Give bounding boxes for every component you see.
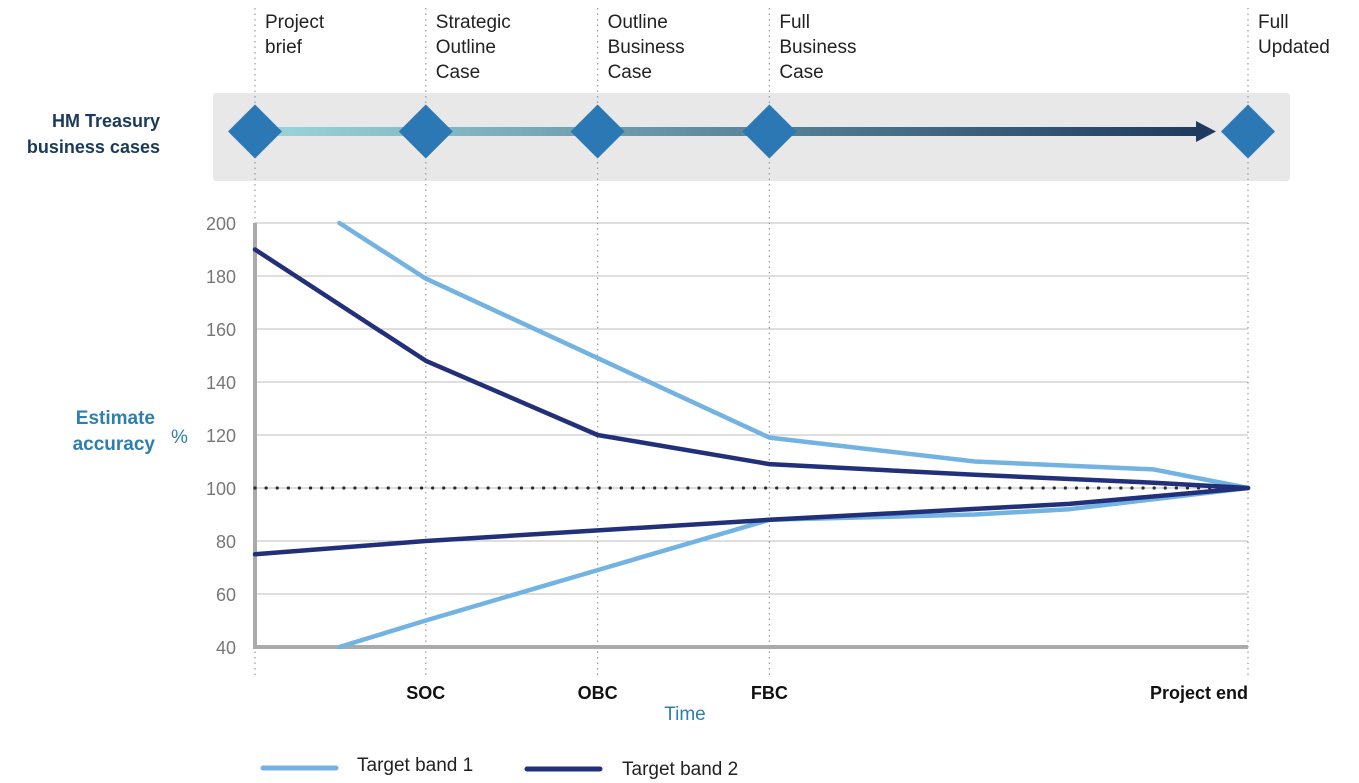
band-title-line2: business cases (27, 137, 160, 157)
legend: Target band 1 Target band 2 (260, 755, 738, 780)
legend-label-band-1: Target band 1 (357, 755, 473, 776)
stage-diamond-3 (742, 104, 797, 159)
stage-header-0-line-0: Project (265, 12, 325, 33)
y-tick-label-80: 80 (216, 532, 236, 552)
stage-header-1-line-0: Strategic (436, 12, 511, 33)
stage-diamond-2 (570, 104, 625, 159)
stage-header-2-line-1: Business (608, 37, 685, 58)
stage-header-1: Strategic Outline Case (436, 12, 511, 83)
series-band-1-lower-line (337, 485, 1251, 650)
y-tick-label-200: 200 (206, 214, 236, 234)
stage-header-2-line-0: Outline (608, 12, 668, 33)
stage-header-3-line-1: Business (779, 37, 856, 58)
series-band-2-upper-line (252, 247, 1251, 491)
band-title-line1: HM Treasury (52, 111, 160, 131)
stage-header-3-line-2: Case (779, 62, 823, 83)
x-tick-label-obc: OBC (578, 683, 618, 703)
stage-header-4-line-0: Full (1258, 12, 1289, 33)
y-tick-label-60: 60 (216, 585, 236, 605)
stage-diamond-0 (228, 104, 282, 159)
y-tick-label-100: 100 (206, 479, 236, 499)
stage-diamond-4 (1221, 104, 1275, 159)
y-axis-unit: % (171, 427, 188, 448)
timeline-arrowhead (1196, 121, 1216, 142)
stage-header-4-line-1: Updated (1258, 37, 1330, 58)
stage-header-0: Project brief (265, 12, 325, 58)
legend-label-band-2: Target band 2 (622, 759, 738, 780)
x-axis-label: Time (664, 704, 706, 725)
stage-header-1-line-1: Outline (436, 37, 496, 58)
y-tick-label-140: 140 (206, 373, 236, 393)
y-axis-label-line2: accuracy (73, 434, 156, 455)
stage-header-2-line-2: Case (608, 62, 652, 83)
stage-header-3: Full Business Case (779, 12, 856, 83)
stage-diamond-1 (398, 104, 453, 159)
series-band-2-lower-line (252, 485, 1251, 557)
stage-header-0-line-1: brief (265, 37, 303, 58)
x-tick-label-fbc: FBC (751, 683, 788, 703)
y-tick-label-160: 160 (206, 320, 236, 340)
x-tick-label-soc: SOC (406, 683, 445, 703)
y-tick-label-40: 40 (216, 638, 236, 658)
timeline-bar (255, 127, 1200, 136)
series-band-1-upper-line (337, 220, 1251, 491)
y-axis-label-line1: Estimate (76, 408, 155, 429)
stage-header-4: Full Updated (1258, 12, 1330, 58)
stage-header-2: Outline Business Case (608, 12, 685, 83)
stage-header-1-line-2: Case (436, 62, 480, 83)
x-tick-label-project-end: Project end (1150, 683, 1248, 703)
y-tick-label-180: 180 (206, 267, 236, 287)
y-tick-label-120: 120 (206, 426, 236, 446)
stage-header-3-line-0: Full (779, 12, 810, 33)
